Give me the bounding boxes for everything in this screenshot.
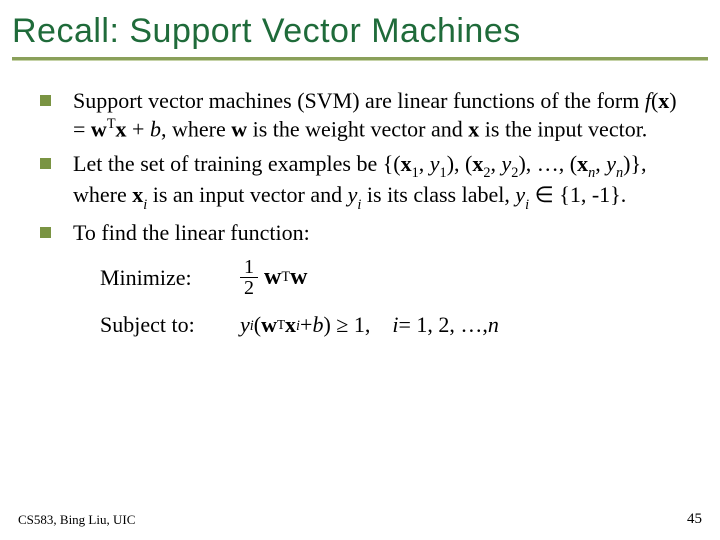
sub-2: 2 [511, 165, 518, 181]
bullet-item: Support vector machines (SVM) are linear… [40, 87, 680, 144]
w-bold: w [261, 312, 277, 338]
page-number: 45 [687, 511, 702, 528]
equations-block: Minimize: 1 2 wTw Subject to: yi(wTxi + … [100, 257, 680, 338]
page-title: Recall: Support Vector Machines [12, 12, 708, 51]
comma: , [491, 151, 502, 176]
text-span: , where [161, 116, 231, 141]
w-bold: w [290, 264, 307, 291]
w-bold: w [91, 116, 107, 141]
content-area: Support vector machines (SVM) are linear… [0, 69, 720, 338]
x-bold: x [472, 151, 483, 176]
text-span: is the weight vector and [247, 116, 468, 141]
n-italic: n [488, 312, 499, 338]
paren: ), ( [447, 151, 473, 176]
T-sup: T [281, 269, 290, 286]
plus: + [300, 312, 312, 338]
text-span: is an input vector and [147, 182, 347, 207]
y-italic: y [515, 182, 525, 207]
subject-formula: yi(wTxi + b) ≥ 1, i = 1, 2, …, n [240, 312, 499, 338]
sub-1: 1 [412, 165, 419, 181]
y-italic: y [430, 151, 440, 176]
sub-n: n [616, 165, 623, 181]
y-italic: y [348, 182, 358, 207]
footer-left: CS583, Bing Liu, UIC [18, 512, 135, 528]
subject-row: Subject to: yi(wTxi + b) ≥ 1, i = 1, 2, … [100, 312, 680, 338]
rparen: ) [323, 312, 330, 338]
w-bold: w [264, 264, 281, 291]
sub-1: 1 [440, 165, 447, 181]
bullet-text: Support vector machines (SVM) are linear… [73, 87, 680, 144]
x-bold: x [577, 151, 588, 176]
paren-x: (x) [651, 88, 677, 113]
comma: , [419, 151, 430, 176]
subject-label: Subject to: [100, 312, 240, 338]
x-bold: x [132, 182, 143, 207]
bullet-text: Let the set of training examples be {(x1… [73, 150, 680, 213]
ge-text: ≥ 1, [331, 312, 393, 338]
square-bullet-icon [40, 227, 51, 238]
text-span: Let the set of training examples be {( [73, 151, 401, 176]
frac-num: 1 [240, 257, 258, 278]
sub-i: i [143, 197, 147, 213]
text-span: is the input vector. [479, 116, 647, 141]
sub-2: 2 [483, 165, 490, 181]
y-italic: y [240, 312, 250, 338]
bullet-text: To find the linear function: [73, 219, 310, 247]
text-span: Support vector machines (SVM) are linear… [73, 88, 645, 113]
minimize-row: Minimize: 1 2 wTw [100, 257, 680, 298]
T-sup: T [107, 116, 116, 132]
sub-i: i [296, 318, 300, 335]
sub-n: n [588, 165, 595, 181]
title-area: Recall: Support Vector Machines [0, 0, 720, 69]
x-bold: x [401, 151, 412, 176]
minimize-label: Minimize: [100, 265, 240, 291]
x-bold: x [468, 116, 479, 141]
square-bullet-icon [40, 95, 51, 106]
paren: ), …, ( [518, 151, 577, 176]
sub-i: i [250, 318, 254, 335]
y-italic: y [502, 151, 512, 176]
footer: CS583, Bing Liu, UIC 45 [18, 511, 702, 528]
bullet-item: Let the set of training examples be {(x1… [40, 150, 680, 213]
x-bold: x [285, 312, 296, 338]
text-span: ∈ {1, -1}. [529, 182, 626, 207]
b-italic: b [312, 312, 323, 338]
square-bullet-icon [40, 158, 51, 169]
bullet-item: To find the linear function: [40, 219, 680, 247]
y-italic: y [606, 151, 616, 176]
minimize-formula: 1 2 wTw [240, 257, 307, 298]
title-underline [12, 57, 708, 61]
comma: , [595, 151, 606, 176]
sub-i: i [357, 197, 361, 213]
text-span: is its class label, [361, 182, 515, 207]
frac-den: 2 [240, 278, 258, 298]
plus: + [127, 116, 150, 141]
equals: = [73, 116, 91, 141]
sub-i: i [525, 197, 529, 213]
x-bold: x [116, 116, 127, 141]
T-sup: T [277, 317, 285, 333]
lparen: ( [254, 312, 261, 338]
b-italic: b [150, 116, 161, 141]
fraction: 1 2 [240, 257, 258, 298]
eq-text: = 1, 2, …, [398, 312, 487, 338]
w-bold: w [231, 116, 247, 141]
